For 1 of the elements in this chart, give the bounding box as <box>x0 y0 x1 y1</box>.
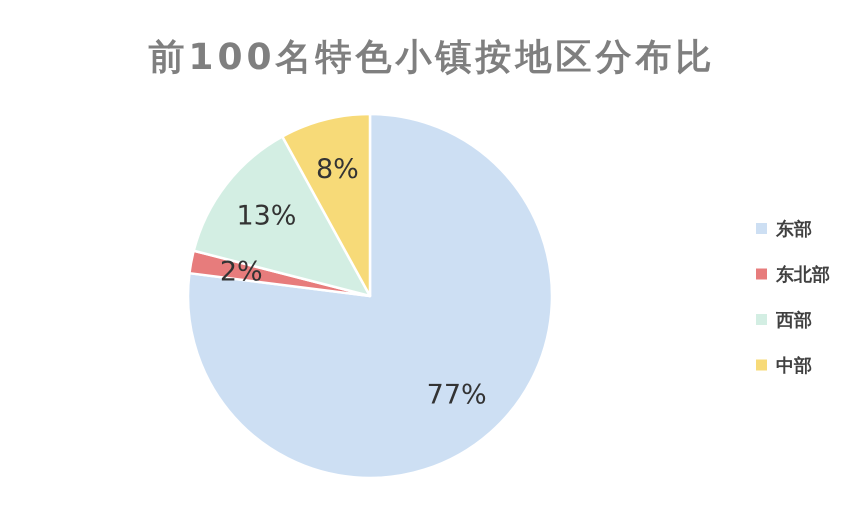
title: 前100名特色小镇按地区分布比 <box>148 37 716 78</box>
